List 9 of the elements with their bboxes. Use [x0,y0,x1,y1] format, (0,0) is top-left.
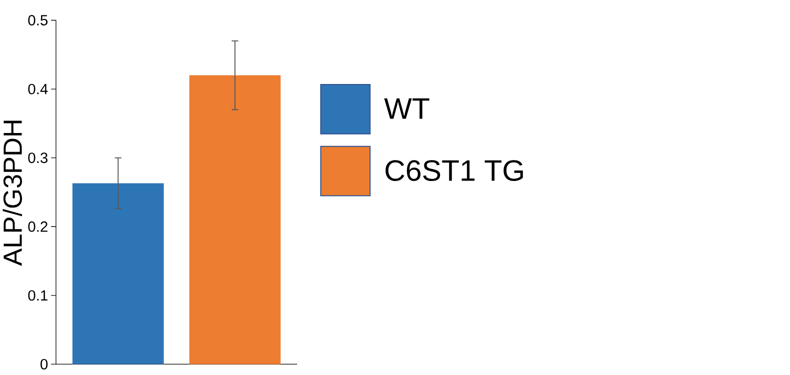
y-tick-label: 0 [40,358,48,370]
y-tick-label: 0.4 [28,84,48,94]
legend-label: C6ST1 TG [386,160,523,181]
legend-label: WT [384,98,430,119]
y-tick-label: 0.3 [28,152,48,163]
y-tick-label: 0.2 [28,221,48,232]
y-axis-title: ALP/G3PDH [2,120,22,266]
y-tick-label: 0.1 [28,290,48,301]
y-tick-label: 0.5 [28,14,48,26]
